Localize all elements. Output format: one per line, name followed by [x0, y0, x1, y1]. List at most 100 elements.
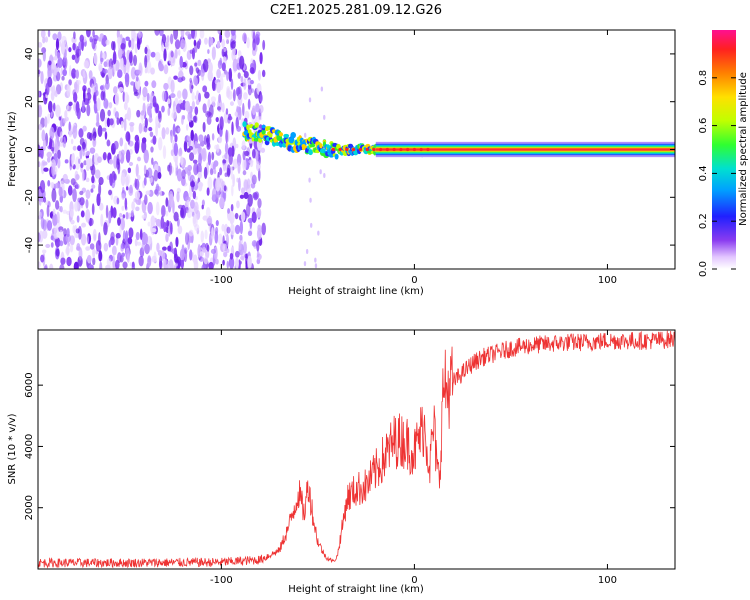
noise-speckle: [162, 246, 167, 251]
noise-speckle: [92, 137, 97, 148]
noise-speckle: [40, 30, 46, 39]
noise-speckle: [131, 201, 135, 211]
noise-speckle: [216, 40, 221, 49]
noise-speckle: [80, 233, 87, 246]
noise-speckle: [47, 30, 51, 38]
noise-speckle: [54, 90, 58, 98]
noise-speckle: [167, 245, 172, 252]
noise-speckle: [82, 70, 86, 79]
noise-speckle: [98, 64, 103, 72]
noise-speckle: [150, 146, 154, 153]
noise-speckle: [157, 172, 162, 179]
noise-speckle: [314, 257, 317, 263]
noise-speckle: [98, 250, 103, 262]
noise-speckle: [211, 46, 216, 60]
noise-speckle: [247, 85, 252, 96]
noise-speckle: [314, 263, 318, 269]
noise-speckle: [122, 261, 128, 269]
noise-speckle: [135, 231, 140, 241]
noise-speckle: [230, 40, 236, 49]
colorbar-tick-label: 0.2: [698, 213, 709, 229]
colorbar-tick-label: 0.6: [698, 118, 709, 134]
signal-blob: [246, 124, 250, 131]
noise-speckle: [117, 69, 123, 78]
noise-speckle: [103, 98, 109, 109]
noise-speckle: [91, 184, 96, 189]
noise-speckle: [116, 30, 120, 39]
noise-speckle: [43, 196, 47, 203]
signal-peak: [352, 147, 356, 152]
noise-speckle: [139, 228, 143, 241]
signal-peak: [412, 147, 417, 152]
noise-speckle: [176, 191, 180, 203]
noise-speckle: [81, 222, 87, 228]
noise-speckle: [226, 226, 231, 234]
noise-speckle: [207, 70, 213, 82]
noise-speckle: [50, 147, 55, 152]
noise-speckle: [210, 96, 216, 103]
noise-speckle: [57, 31, 62, 41]
signal-peak: [345, 147, 349, 152]
noise-speckle: [61, 75, 65, 81]
snr-frame: [37, 329, 676, 570]
noise-speckle: [41, 249, 47, 254]
noise-speckle: [167, 107, 171, 117]
colorbar-label: Normalized spectral amplitude: [738, 72, 749, 226]
noise-speckle: [130, 210, 134, 218]
noise-speckle: [38, 232, 41, 243]
noise-speckle: [168, 193, 174, 208]
noise-speckle: [147, 48, 151, 58]
noise-speckle: [215, 177, 221, 192]
noise-speckle: [141, 241, 145, 252]
noise-speckle: [173, 211, 179, 222]
noise-speckle: [101, 72, 105, 79]
noise-speckle: [38, 161, 41, 168]
noise-speckle: [99, 108, 106, 122]
noise-speckle: [261, 69, 266, 78]
noise-speckle: [251, 211, 257, 224]
noise-speckle: [169, 93, 176, 99]
noise-speckle: [162, 145, 167, 160]
noise-speckle: [52, 33, 58, 41]
noise-speckle: [54, 237, 61, 248]
noise-speckle: [198, 152, 202, 167]
spectrogram-heatmap: [38, 30, 675, 269]
noise-speckle: [81, 100, 85, 113]
noise-speckle: [75, 228, 80, 234]
noise-speckle: [56, 52, 61, 60]
noise-speckle: [255, 31, 261, 38]
noise-speckle: [142, 86, 148, 98]
noise-speckle: [92, 30, 95, 38]
noise-speckle: [323, 114, 326, 120]
noise-speckle: [239, 220, 244, 235]
noise-speckle: [120, 172, 126, 187]
noise-speckle: [111, 245, 117, 256]
noise-speckle: [257, 168, 261, 182]
noise-speckle: [108, 189, 113, 196]
snr-xlabel: Height of straight line (km): [288, 584, 424, 595]
noise-speckle: [180, 258, 185, 269]
noise-speckle: [114, 92, 120, 106]
signal-blob: [261, 128, 266, 135]
noise-speckle: [202, 121, 206, 133]
noise-speckle: [72, 42, 76, 51]
noise-speckle: [61, 35, 67, 46]
noise-speckle: [42, 36, 46, 44]
noise-speckle: [259, 94, 264, 103]
noise-speckle: [104, 80, 110, 90]
noise-speckle: [50, 181, 55, 189]
noise-speckle: [191, 47, 196, 60]
noise-speckle: [304, 132, 307, 138]
noise-speckle: [173, 30, 179, 40]
noise-speckle: [179, 248, 185, 261]
noise-speckle: [156, 242, 160, 253]
noise-speckle: [197, 171, 203, 179]
noise-speckle: [135, 206, 140, 212]
noise-speckle: [40, 217, 45, 230]
noise-speckle: [73, 31, 76, 40]
noise-speckle: [194, 223, 200, 232]
noise-speckle: [75, 48, 82, 57]
signal-peak: [338, 147, 342, 152]
noise-speckle: [145, 60, 152, 74]
noise-speckle: [42, 161, 48, 166]
